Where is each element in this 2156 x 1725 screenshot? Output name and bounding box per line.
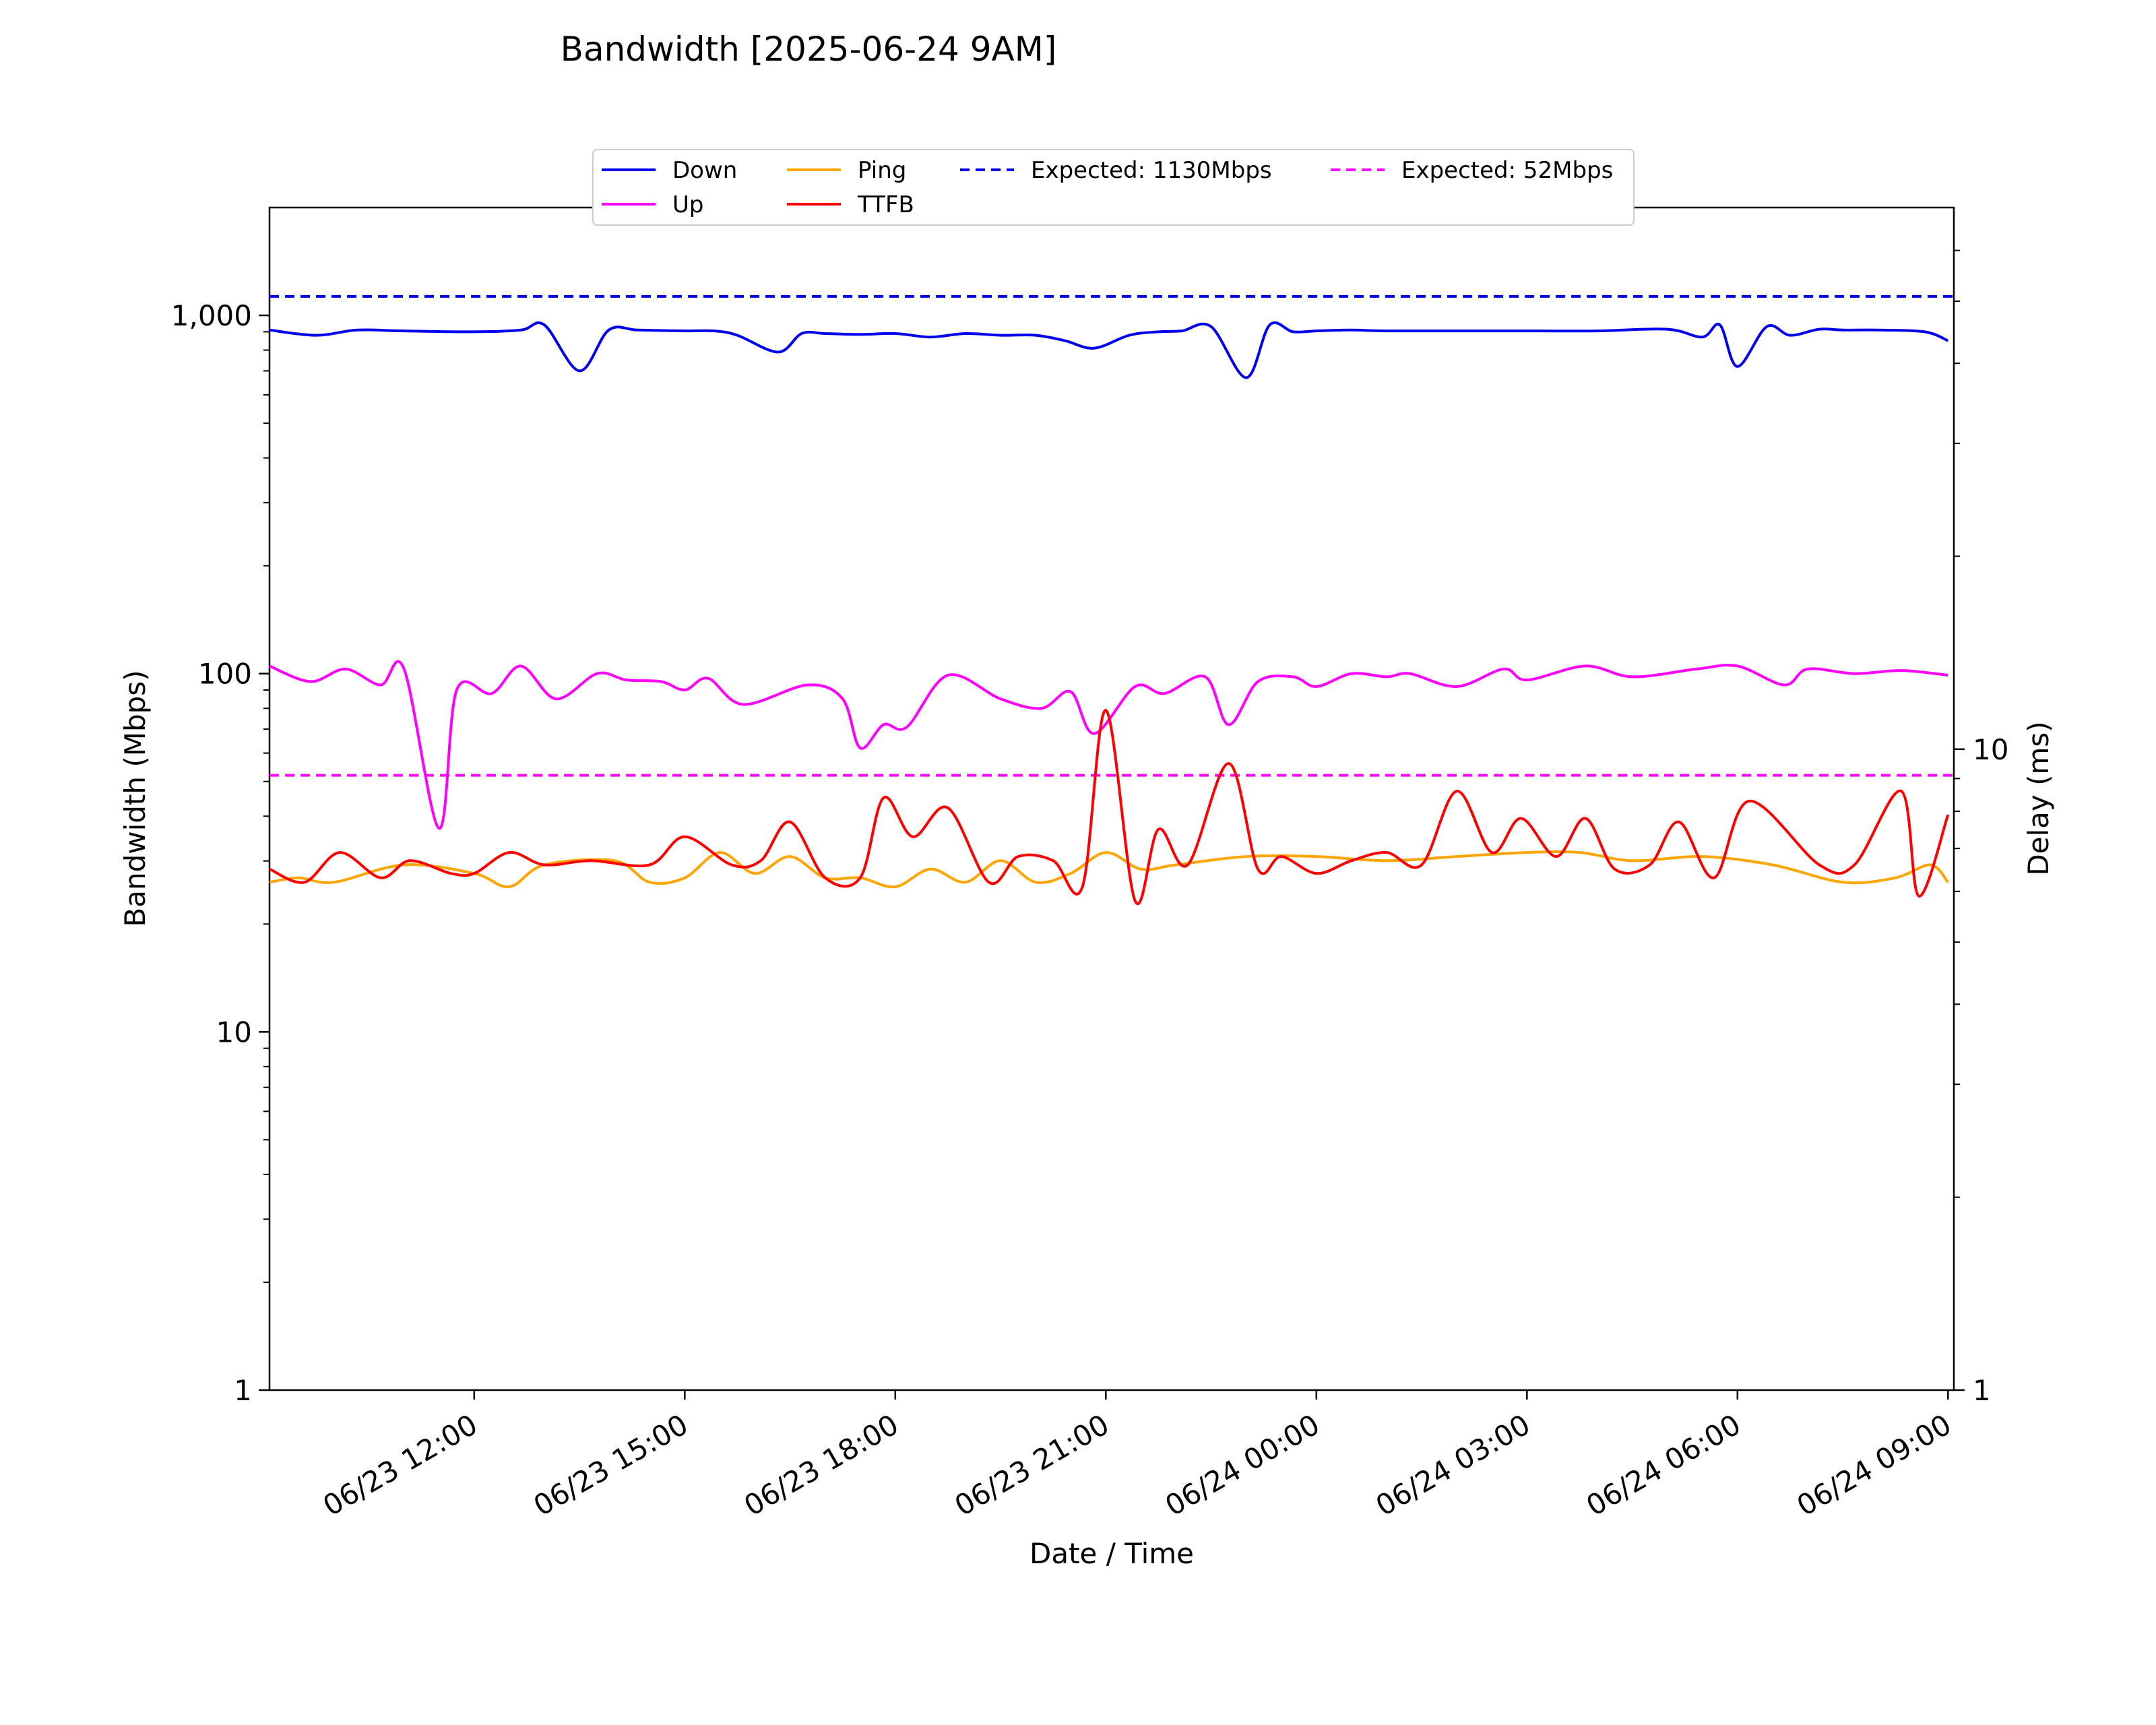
series-ping-line [269, 850, 1949, 889]
x-tick-label: 06/23 18:00 [738, 1408, 904, 1522]
x-tick-label: 06/24 09:00 [1792, 1408, 1957, 1522]
x-axis-label: Date / Time [1029, 1537, 1194, 1570]
legend-label: Ping [858, 157, 906, 184]
plot-area [268, 206, 1955, 1391]
series-ttfb-line [269, 709, 1950, 905]
legend-label: Down [672, 157, 737, 184]
y-axis-ticks: 1 10 100 1,000 [171, 299, 270, 1407]
y-tick-label: 1 [234, 1374, 252, 1407]
series-layer [269, 294, 1954, 905]
y2-tick-label: 10 [1973, 733, 2008, 766]
legend-label: Up [672, 191, 703, 218]
x-tick-label: 06/24 06:00 [1581, 1408, 1746, 1522]
x-axis-ticks: 06/23 12:00 06/23 15:00 06/23 18:00 06/23 2… [317, 1390, 1957, 1522]
legend-label: Expected: 1130Mbps [1031, 157, 1272, 184]
y-axis-label: Bandwidth (Mbps) [119, 670, 152, 927]
chart-title: Bandwidth [2025-06-24 9AM] [561, 30, 1057, 69]
x-tick-label: 06/24 00:00 [1160, 1408, 1325, 1522]
y-tick-label: 1,000 [171, 299, 252, 332]
y2-tick-label: 1 [1973, 1374, 1991, 1407]
y2-axis-label: Delay (ms) [2022, 721, 2055, 875]
y-tick-label: 100 [198, 658, 252, 691]
y-tick-label: 10 [216, 1015, 252, 1048]
series-down-line [269, 321, 1949, 379]
x-tick-label: 06/23 12:00 [317, 1408, 483, 1522]
x-tick-label: 06/23 21:00 [949, 1408, 1115, 1522]
legend-label: Expected: 52Mbps [1401, 157, 1613, 184]
plot-frame [268, 206, 1955, 1391]
x-tick-label: 06/24 03:00 [1370, 1408, 1536, 1522]
y2-axis-ticks: 1 10 [1954, 249, 2008, 1407]
series-up-line [269, 660, 1948, 830]
x-tick-label: 06/23 15:00 [528, 1408, 694, 1522]
legend-box [592, 149, 1635, 226]
legend-label: TTFB [857, 191, 914, 218]
legend: Down Up Ping TTFB Expected: 1130Mbps Expected… [592, 149, 1635, 226]
